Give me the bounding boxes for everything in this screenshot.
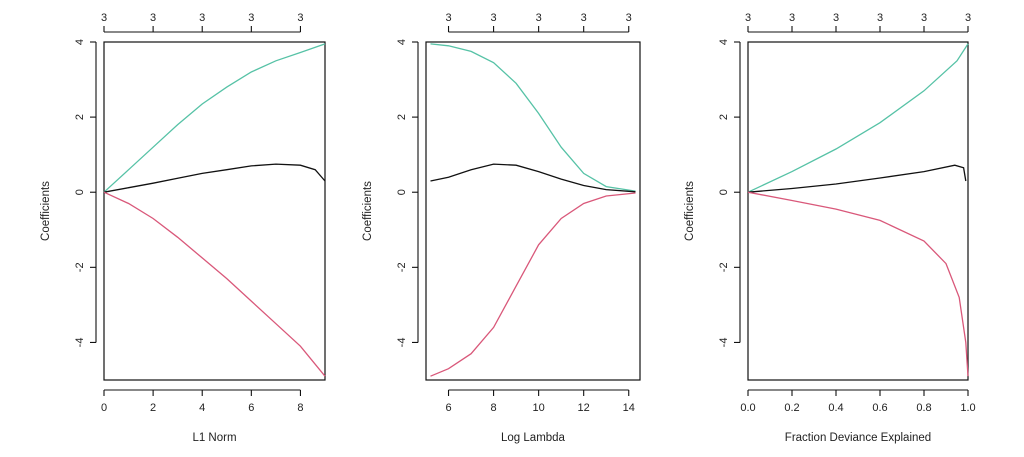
- y-tick-label: 4: [74, 39, 86, 45]
- series-red-path: [103, 191, 326, 377]
- top-tick-label: 3: [101, 12, 107, 24]
- y-tick-label: 4: [718, 39, 730, 45]
- panel-l1-norm: 0 2 4 6 8 3 3 3 3 3 -4 -2 0 2 4 L1 Norm Coefficients: [40, 12, 326, 444]
- x-axis-title: Log Lambda: [501, 432, 566, 444]
- x-tick-label: 0.6: [872, 402, 887, 414]
- top-tick-label: 3: [833, 12, 839, 24]
- y-tick-label: 4: [396, 39, 408, 45]
- top-tick-label: 3: [536, 12, 542, 24]
- y-tick-label: -4: [718, 338, 730, 348]
- top-tick-label: 3: [921, 12, 927, 24]
- panel-fraction-deviance: 0.0 0.2 0.4 0.6 0.8 1.0 3 3 3 3 3 3 -4 -2 0 2 4 Fraction …: [684, 12, 976, 444]
- top-tick-label: 3: [150, 12, 156, 24]
- series-green-path: [103, 43, 326, 193]
- series-black-path: [430, 163, 636, 193]
- top-tick-label: 3: [877, 12, 883, 24]
- x-tick-label: 8: [491, 402, 497, 414]
- series-black-path: [103, 163, 326, 193]
- panel-log-lambda: 6 8 10 12 14 3 3 3 3 3 -4 -2 0 2 4 Log Lambda Coefficien…: [362, 12, 641, 444]
- x-tick-label: 14: [623, 402, 635, 414]
- series-black-path: [747, 164, 967, 193]
- x-tick-label: 4: [199, 402, 205, 414]
- top-tick-label: 3: [297, 12, 303, 24]
- x-tick-label: 0.8: [916, 402, 931, 414]
- y-tick-label: 2: [718, 114, 730, 120]
- y-tick-label: -2: [74, 262, 86, 272]
- x-tick-label: 6: [248, 402, 254, 414]
- x-tick-label: 1.0: [960, 402, 975, 414]
- y-axis-title: Coefficients: [362, 181, 374, 241]
- series-green-path: [430, 43, 636, 192]
- x-tick-label: 0: [101, 402, 107, 414]
- x-tick-label: 6: [445, 402, 451, 414]
- y-tick-label: -2: [718, 262, 730, 272]
- plot-frame: [103, 41, 326, 381]
- top-tick-label: 3: [581, 12, 587, 24]
- y-tick-label: -4: [74, 338, 86, 348]
- y-tick-label: 2: [74, 114, 86, 120]
- x-axis-title: Fraction Deviance Explained: [785, 432, 931, 444]
- top-tick-label: 3: [789, 12, 795, 24]
- x-tick-label: 0.4: [828, 402, 843, 414]
- plot-frame: [425, 41, 641, 381]
- series-red-path: [430, 192, 636, 377]
- top-tick-label: 3: [491, 12, 497, 24]
- top-tick-label: 3: [965, 12, 971, 24]
- y-tick-label: 0: [718, 189, 730, 195]
- plot-frame: [747, 41, 969, 381]
- y-axis-title: Coefficients: [40, 181, 52, 241]
- x-axis-title: L1 Norm: [192, 432, 236, 444]
- top-tick-label: 3: [445, 12, 451, 24]
- x-tick-label: 0.0: [740, 402, 755, 414]
- top-tick-label: 3: [626, 12, 632, 24]
- x-tick-label: 0.2: [784, 402, 799, 414]
- y-tick-label: 0: [74, 189, 86, 195]
- y-tick-label: -4: [396, 338, 408, 348]
- series-green-path: [747, 43, 969, 193]
- top-tick-label: 3: [745, 12, 751, 24]
- top-tick-label: 3: [199, 12, 205, 24]
- y-tick-label: 2: [396, 114, 408, 120]
- series-red-path: [747, 191, 969, 377]
- x-tick-label: 10: [533, 402, 545, 414]
- y-tick-label: 0: [396, 189, 408, 195]
- y-tick-label: -2: [396, 262, 408, 272]
- x-tick-label: 8: [297, 402, 303, 414]
- x-tick-label: 2: [150, 402, 156, 414]
- top-tick-label: 3: [248, 12, 254, 24]
- y-axis-title: Coefficients: [684, 181, 696, 241]
- x-tick-label: 12: [578, 402, 590, 414]
